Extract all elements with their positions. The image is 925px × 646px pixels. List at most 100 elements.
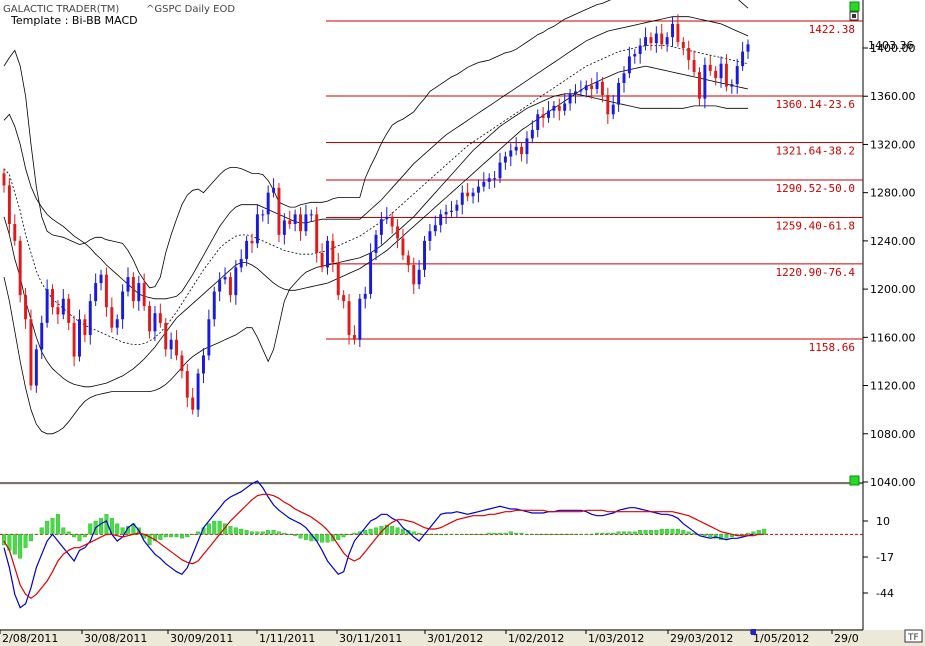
histogram-bar [163, 534, 168, 538]
candle-body [255, 214, 259, 244]
candle-body [417, 269, 421, 285]
candle-body [137, 283, 141, 302]
candle-body [644, 37, 648, 46]
histogram-bar [34, 534, 39, 535]
histogram-bar [28, 534, 33, 542]
histogram-bar [179, 534, 184, 539]
band-mid [3, 45, 749, 346]
candle-body [347, 301, 351, 335]
candle-body [175, 339, 178, 356]
histogram-bar [438, 534, 443, 535]
histogram-bar [460, 534, 465, 535]
candle-body [617, 82, 621, 105]
candle-body [660, 33, 664, 45]
histogram-bar [260, 531, 265, 535]
histogram-bar [665, 528, 670, 535]
candle-body [671, 23, 674, 38]
candle-body [638, 45, 642, 55]
candle-body [401, 238, 405, 256]
candle-body [78, 319, 81, 357]
candle-body [239, 258, 243, 268]
date-tick-label: 30/08/2011 [84, 632, 147, 645]
price-pane [0, 0, 863, 482]
candle-body [24, 295, 28, 320]
histogram-bar [535, 534, 540, 535]
price-tick-label: 1040.00 [870, 476, 916, 489]
histogram-bar [298, 534, 303, 539]
fib-label: 1422.38 [809, 23, 855, 36]
candle-body [423, 240, 426, 270]
histogram-bar [271, 530, 276, 535]
histogram-bar [336, 534, 341, 540]
histogram-bar [638, 530, 643, 535]
candle-body [358, 298, 362, 340]
candle-body [509, 150, 513, 157]
candle-body [234, 267, 238, 296]
histogram-bar [600, 532, 605, 535]
fib-label: 1220.90-76.4 [776, 266, 856, 279]
candle-body [266, 192, 270, 215]
candle-body [714, 70, 718, 79]
candle-body [61, 298, 65, 315]
zoom-box-inner-icon [852, 14, 856, 18]
candle-body [169, 339, 173, 350]
histogram-bar [719, 534, 724, 540]
price-tick-label: 1320.00 [870, 138, 916, 151]
green-marker-top[interactable] [849, 1, 860, 12]
date-tick-label: 30/09/2011 [170, 632, 233, 645]
candle-body [563, 103, 567, 111]
green-marker-bottom[interactable] [849, 475, 860, 486]
candle-body [466, 192, 470, 197]
histogram-bar [185, 534, 190, 538]
price-tick-label: 1400.00 [870, 42, 916, 55]
price-tick-label: 1280.00 [870, 187, 916, 200]
candle-body [299, 214, 302, 232]
candle-body [121, 291, 125, 320]
histogram-bar [675, 528, 680, 535]
candle-body [698, 72, 701, 99]
candle-body [627, 56, 631, 74]
candle-body [530, 129, 534, 139]
candle-body [476, 186, 480, 193]
candle-body [13, 224, 17, 241]
histogram-bar [45, 520, 50, 535]
price-tick-label: 1080.00 [870, 428, 916, 441]
candle-body [525, 138, 529, 155]
date-cursor-marker[interactable] [751, 629, 756, 635]
candle-body [455, 204, 459, 211]
histogram-bar [120, 527, 125, 535]
candle-body [536, 114, 540, 130]
candle-body [164, 322, 168, 350]
candle-body [654, 33, 658, 44]
candle-body [503, 156, 507, 163]
histogram-bar [293, 534, 298, 536]
candle-body [104, 274, 108, 308]
histogram-bar [724, 534, 729, 539]
candle-body [590, 85, 594, 89]
histogram-bar [681, 530, 686, 535]
candle-body [396, 226, 400, 239]
price-tick-label: 1160.00 [870, 331, 916, 344]
histogram-bar [659, 528, 664, 535]
candle-body [412, 265, 416, 285]
candle-body [288, 220, 292, 225]
histogram-bar [228, 526, 233, 535]
histogram-bar [23, 534, 28, 548]
candle-body [2, 173, 6, 186]
histogram-bar [12, 534, 17, 555]
histogram-bar [61, 527, 66, 535]
candle-body [315, 214, 319, 253]
fib-label: 1321.64-38.2 [776, 144, 855, 157]
candle-body [207, 319, 211, 356]
histogram-bar [417, 532, 422, 535]
histogram-bar [390, 526, 395, 535]
tf-button[interactable] [904, 629, 923, 643]
candle-body [730, 84, 734, 87]
candle-body [212, 291, 216, 320]
candle-body [439, 214, 443, 226]
tf-button-label: TF [907, 633, 919, 643]
candle-body [326, 240, 329, 268]
histogram-bar [115, 523, 120, 535]
